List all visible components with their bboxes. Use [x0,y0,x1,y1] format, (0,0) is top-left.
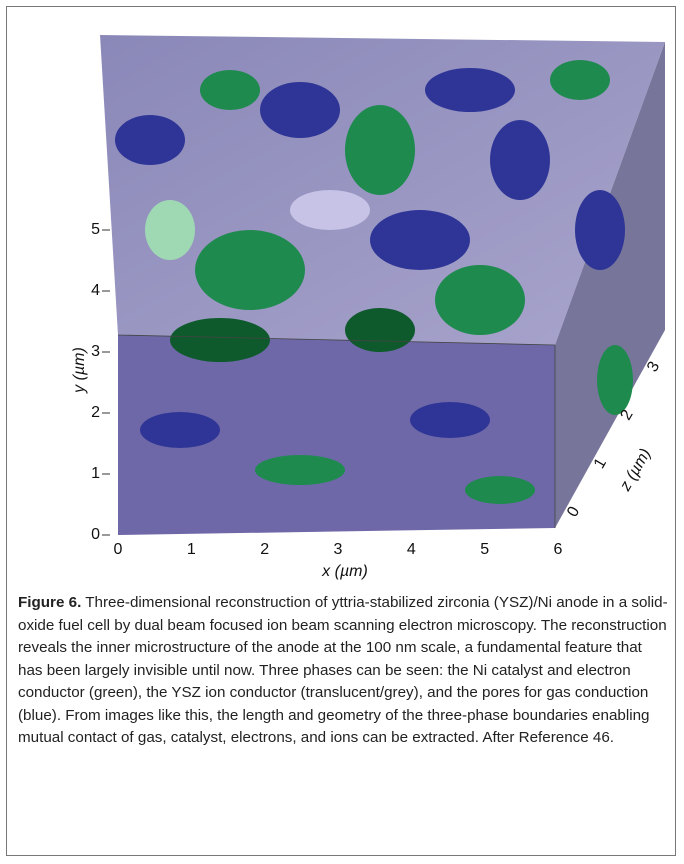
z-tick-label: 2 [618,407,637,423]
figure-frame [6,6,676,856]
y-tick-label: 4 [91,282,100,299]
z-tick-label: 1 [591,455,610,471]
z-axis-label: z (µm) [616,446,654,495]
figure-image: 0 1 2 3 4 5 y (µm) 0 1 2 3 4 5 6 x (µm) 0 1 2 3 z (µm) [71,35,665,580]
caption-label: Figure 6. [18,594,82,611]
x-tick-label: 6 [554,541,563,558]
cube-front [118,335,555,535]
x-tick-label: 2 [260,541,269,558]
y-tick-label: 2 [91,404,100,421]
cube-side [555,42,665,528]
y-tick-label: 0 [91,526,100,543]
z-tick-label: 3 [644,359,663,375]
phase-blobs [115,60,633,504]
x-tick-label: 0 [114,541,123,558]
x-tick-label: 4 [407,541,416,558]
caption-text: Three-dimensional reconstruction of yttr… [18,594,668,746]
x-tick-label: 1 [187,541,196,558]
y-tick-label: 3 [91,343,100,360]
x-tick-label: 3 [334,541,343,558]
y-axis-label: y (µm) [71,347,88,394]
x-tick-label: 5 [480,541,489,558]
z-tick-label: 0 [564,504,583,520]
figure-caption: Figure 6. Three-dimensional reconstructi… [18,592,668,750]
x-axis-label: x (µm) [321,563,368,580]
y-tick-label: 5 [91,221,100,238]
y-tick-label: 1 [91,465,100,482]
